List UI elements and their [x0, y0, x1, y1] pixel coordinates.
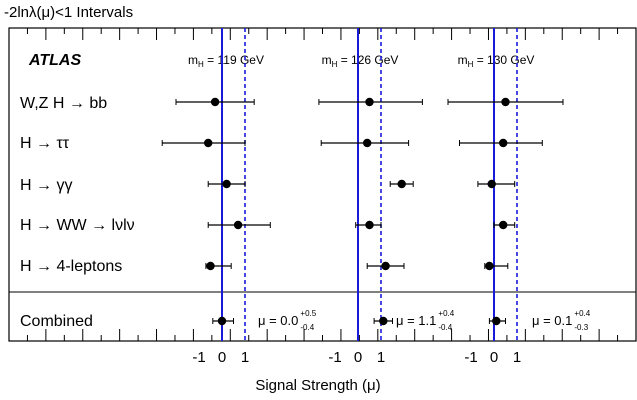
data-point: [484, 261, 509, 271]
combined-upper-error: +0.4: [574, 309, 590, 318]
data-point: [366, 261, 405, 271]
category-label: Combined: [20, 313, 93, 330]
category-label: H → 4-leptons: [20, 258, 122, 275]
tick-marks: [8, 28, 637, 341]
point-marker: [363, 138, 372, 148]
data-point: [477, 179, 516, 189]
data-point: [205, 261, 232, 271]
point-marker: [381, 261, 390, 271]
combined-result-label: μ = 1.1 +0.4 -0.4: [396, 309, 455, 332]
combined-mu-value: μ = 0.0: [258, 313, 298, 328]
point-marker: [206, 261, 215, 271]
data-point: [175, 97, 255, 107]
data-point: [318, 97, 423, 107]
tick-label: -1: [464, 349, 477, 366]
point-marker: [492, 316, 501, 326]
point-marker: [204, 138, 213, 148]
mass-labels: mH = 119 GeV mH = 126 GeV mH = 130 GeV: [188, 53, 534, 69]
tick-labels: -1 0 1 -1 0 1 -1 0 1: [192, 349, 521, 366]
category-label: W,Z H → bb: [20, 95, 107, 112]
combined-upper-error: +0.4: [438, 309, 454, 318]
tick-label: -1: [328, 349, 341, 366]
mass-label: mH = 126 GeV: [322, 53, 399, 69]
combined-result-label: μ = 0.1 +0.4 -0.3: [532, 309, 591, 332]
combined-lower-error: -0.3: [574, 323, 588, 332]
combined-mu-value: μ = 0.1: [532, 313, 572, 328]
data-point: [373, 316, 393, 326]
point-marker: [365, 97, 374, 107]
atlas-logo: ATLAS: [28, 52, 81, 69]
combined-upper-error: +0.5: [300, 309, 316, 318]
reference-lines: [221, 28, 518, 341]
data-point: [488, 316, 506, 326]
category-label: H → WW → lνlν: [20, 217, 135, 234]
point-marker: [499, 138, 508, 148]
data-point: [459, 138, 543, 148]
category-label: H → γγ: [20, 177, 72, 194]
point-marker: [233, 220, 243, 230]
point-marker: [379, 316, 388, 326]
data-point: [161, 138, 246, 148]
data-point: [447, 97, 564, 107]
point-marker: [222, 179, 231, 189]
combined-lower-error: -0.4: [300, 323, 314, 332]
data-point: [493, 220, 516, 230]
combined-lower-error: -0.4: [438, 323, 452, 332]
data-points: [161, 97, 564, 326]
combined-result-label: μ = 0.0 +0.5 -0.4: [258, 309, 317, 332]
tick-label: 0: [354, 349, 362, 366]
plot-frame: [8, 27, 637, 342]
tick-label: 1: [377, 349, 385, 366]
data-point: [320, 138, 410, 148]
point-marker: [217, 316, 227, 326]
mass-label: mH = 130 GeV: [458, 53, 535, 69]
tick-label: 0: [218, 349, 226, 366]
data-point: [389, 179, 414, 189]
x-axis-label: Signal Strength (μ): [255, 377, 380, 394]
point-marker: [365, 220, 374, 230]
data-point: [207, 179, 246, 189]
data-point: [212, 316, 234, 326]
tick-label: -1: [192, 349, 205, 366]
combined-labels: μ = 0.0 +0.5-0.4 μ = 1.1 +0.4-0.4 μ = 0.1 +0.…: [258, 309, 591, 332]
point-marker: [487, 179, 496, 189]
chart-title: -2lnλ(μ)<1 Intervals: [4, 4, 133, 21]
category-labels: W,Z H → bb H → ττ H → γγ H → WW → lνlν H → 4…: [20, 95, 135, 330]
category-label: H → ττ: [20, 135, 70, 152]
data-point: [355, 220, 382, 230]
point-marker: [499, 220, 508, 230]
point-marker: [210, 97, 220, 107]
tick-label: 1: [241, 349, 249, 366]
mass-label: mH = 119 GeV: [188, 53, 264, 69]
combined-mu-value: μ = 1.1: [396, 313, 436, 328]
tick-label: 0: [490, 349, 498, 366]
point-marker: [485, 261, 494, 271]
data-point: [207, 220, 271, 230]
tick-label: 1: [513, 349, 521, 366]
point-marker: [501, 97, 510, 107]
point-marker: [397, 179, 406, 189]
